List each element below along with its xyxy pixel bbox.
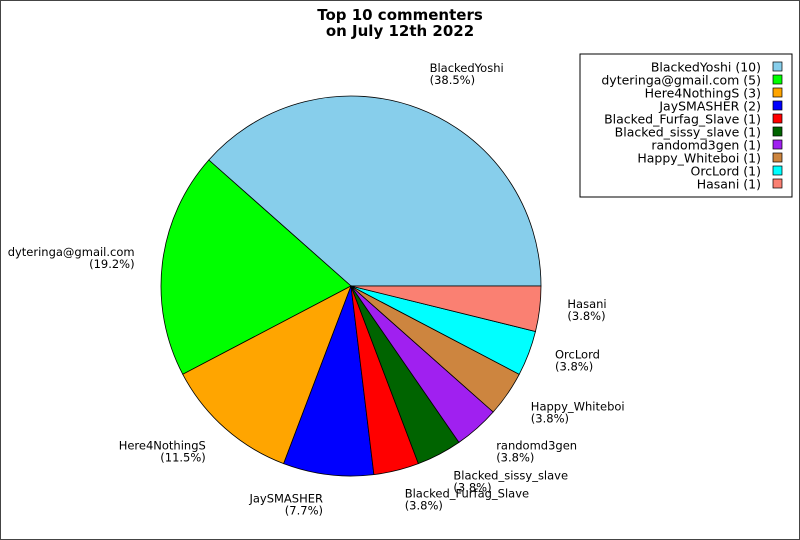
legend-label-here4nothings: Here4NothingS (3) — [645, 86, 761, 101]
slice-percent-orclord: (3.8%) — [555, 360, 593, 374]
legend-label-jaysmasher: JaySMASHER (2) — [658, 99, 761, 114]
slice-percent-here4nothings: (11.5%) — [160, 451, 206, 465]
chart-title: Top 10 commenters on July 12th 2022 — [317, 6, 483, 40]
legend-label-orclord: OrcLord (1) — [690, 164, 761, 179]
slice-percent-happy-whiteboi: (3.8%) — [531, 412, 569, 426]
slice-label-blacked-furfag-slave: Blacked_Furfag_Slave — [405, 487, 529, 501]
legend-swatch-blacked-sissy-slave — [772, 126, 783, 137]
slice-percent-dyteringa-gmail-com: (19.2%) — [89, 257, 135, 271]
legend-swatch-orclord — [772, 165, 783, 176]
pie-slice-dyteringa-gmail-com — [160, 159, 352, 375]
legend-swatch-here4nothings — [772, 87, 783, 98]
slice-label-here4nothings: Here4NothingS — [119, 439, 206, 453]
pie-slice-here4nothings — [182, 285, 352, 465]
legend-label-randomd3gen: randomd3gen (1) — [651, 138, 761, 153]
legend-label-blackedyoshi: BlackedYoshi (10) — [651, 60, 761, 75]
legend-label-blacked-furfag-slave: Blacked_Furfag_Slave (1) — [604, 112, 761, 127]
slice-percent-blacked-furfag-slave: (3.8%) — [405, 499, 443, 513]
legend: BlackedYoshi (10)dyteringa@gmail.com (5)… — [579, 53, 793, 198]
legend-swatch-blackedyoshi — [772, 61, 783, 72]
chart-title-line-2: on July 12th 2022 — [326, 22, 474, 40]
legend-swatch-blacked-furfag-slave — [772, 113, 783, 124]
slice-label-randomd3gen: randomd3gen — [496, 439, 577, 453]
legend-swatch-randomd3gen — [772, 139, 783, 150]
legend-label-blacked-sissy-slave: Blacked_sissy_slave (1) — [615, 125, 761, 140]
slice-percent-hasani: (3.8%) — [567, 309, 605, 323]
legend-box — [579, 53, 793, 198]
pie-labels: BlackedYoshi(38.5%)dyteringa@gmail.com(1… — [8, 61, 625, 517]
slice-label-dyteringa-gmail-com: dyteringa@gmail.com — [8, 245, 135, 259]
pie-slices — [160, 95, 542, 477]
slice-percent-randomd3gen: (3.8%) — [496, 451, 534, 465]
slice-label-jaysmasher: JaySMASHER — [248, 491, 323, 505]
pie-slice-hasani — [350, 285, 542, 332]
slice-label-happy-whiteboi: Happy_Whiteboi — [531, 400, 625, 414]
slice-label-orclord: OrcLord — [555, 348, 600, 362]
slice-label-blackedyoshi: BlackedYoshi — [430, 61, 504, 75]
legend-swatch-dyteringa-gmail-com — [772, 74, 783, 85]
slice-percent-blackedyoshi: (38.5%) — [430, 73, 476, 87]
chart-title-line-1: Top 10 commenters — [317, 6, 483, 24]
legend-swatch-jaysmasher — [772, 100, 783, 111]
legend-swatch-happy-whiteboi — [772, 152, 783, 163]
pie-slice-blackedyoshi — [208, 95, 542, 287]
slice-percent-jaysmasher: (7.7%) — [285, 503, 323, 517]
legend-label-happy-whiteboi: Happy_Whiteboi (1) — [637, 151, 761, 166]
slice-label-blacked-sissy-slave: Blacked_sissy_slave — [453, 468, 568, 482]
slice-percent-blacked-sissy-slave: (3.8%) — [453, 480, 491, 494]
legend-swatch-hasani — [772, 178, 783, 189]
legend-label-dyteringa-gmail-com: dyteringa@gmail.com (5) — [601, 73, 761, 88]
slice-label-hasani: Hasani — [567, 297, 606, 311]
legend-label-hasani: Hasani (1) — [697, 177, 761, 192]
